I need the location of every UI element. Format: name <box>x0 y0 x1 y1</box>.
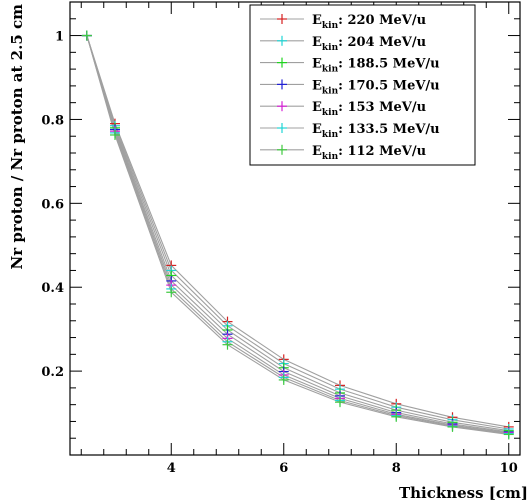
x-tick-label: 6 <box>279 461 288 476</box>
y-tick-label: 1 <box>55 30 64 45</box>
y-tick-label: 0.2 <box>41 365 64 380</box>
data-point-marker <box>82 31 92 41</box>
y-tick-label: 0.8 <box>41 113 64 128</box>
x-tick-label: 8 <box>392 461 401 476</box>
y-tick-label: 0.6 <box>41 197 64 212</box>
y-axis-title: Nr proton / Nr proton at 2.5 cm <box>8 4 26 270</box>
x-tick-label: 10 <box>500 461 518 476</box>
x-axis-title: Thickness [cm] <box>399 484 528 502</box>
y-tick-label: 0.4 <box>41 281 64 296</box>
x-tick-label: 4 <box>167 461 176 476</box>
